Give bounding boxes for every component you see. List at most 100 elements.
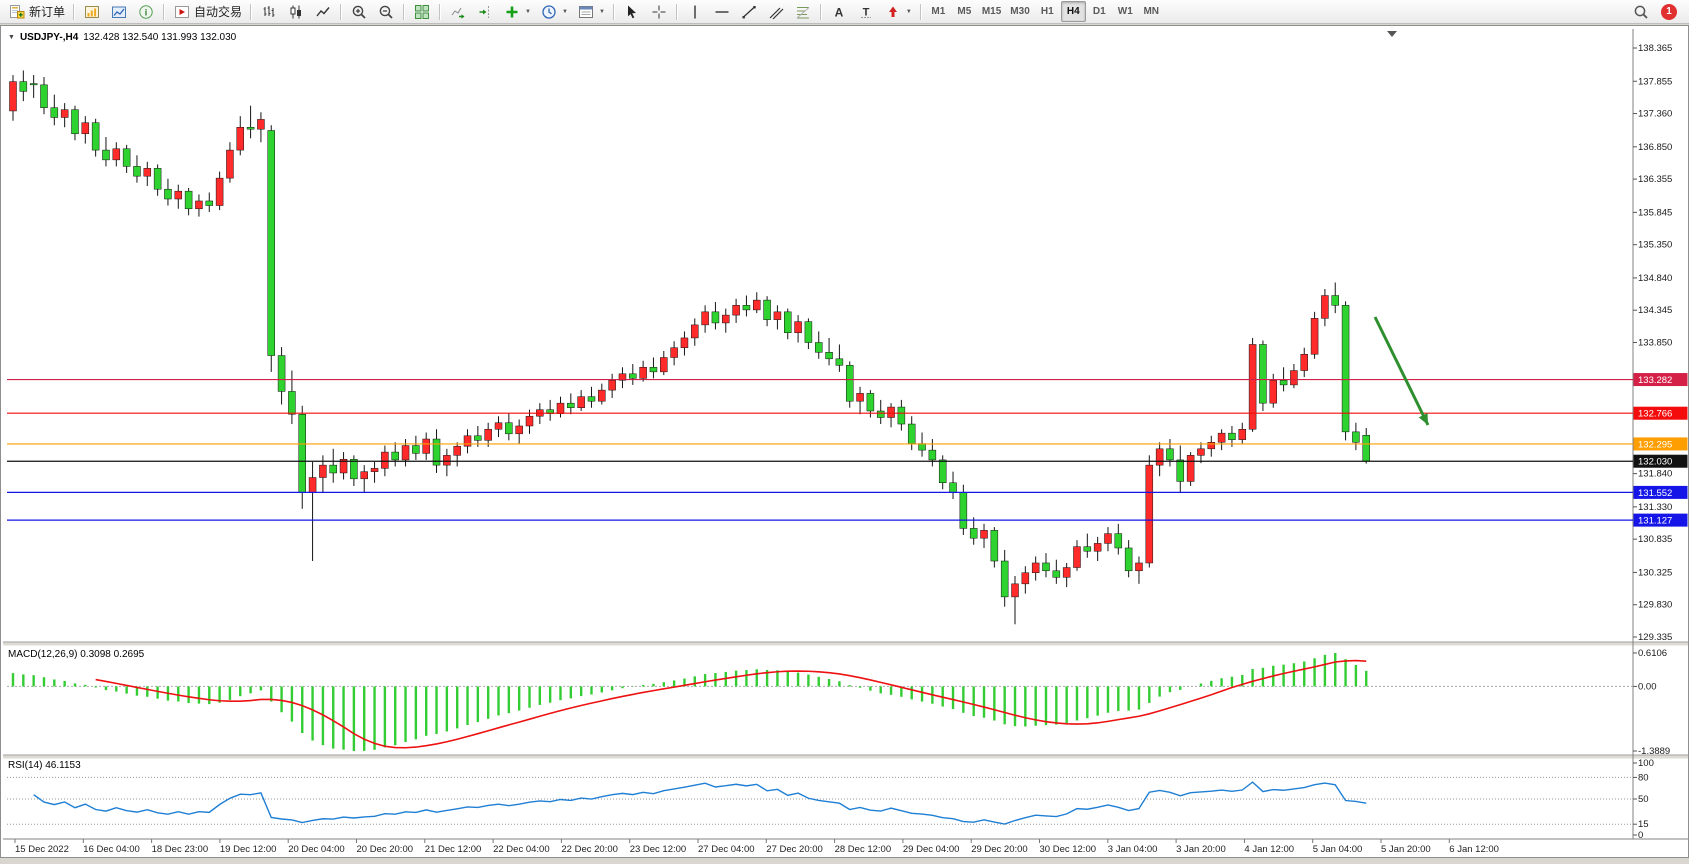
candle-bear [329,464,337,474]
candle-bear [474,435,482,441]
profiles-button[interactable] [106,1,132,22]
autotrading-button[interactable]: 自动交易 [169,1,246,22]
time-axis-label: 4 Jan 12:00 [1244,844,1294,855]
panel-separator[interactable] [3,755,1688,759]
timeframe-button-mn[interactable]: MN [1139,1,1164,22]
arrows-button[interactable]: ▼ [880,1,916,22]
candle-bear [649,367,658,373]
arrows-icon [884,3,902,20]
toolbar-separator [163,3,166,20]
candlestick-chart[interactable]: 138.365 137.855 137.360 136.850 136.355 135.8… [1,26,1689,859]
candle-bear [102,149,110,161]
candle-bull [794,321,802,333]
timeframe-button-h1[interactable]: H1 [1035,1,1060,22]
rsi-axis-label: 15 [1638,819,1649,830]
search-icon [1632,3,1650,20]
candle-bear [1052,570,1061,578]
new-order-button[interactable]: 新订单 [4,1,69,22]
candle-bear [949,482,957,493]
new-chart-button[interactable] [79,1,105,22]
candle-bull [660,357,668,373]
candle-bull [1155,448,1164,466]
candle-bull [639,367,647,379]
price-tag [1633,406,1688,420]
candle-bull [443,455,451,466]
candle-bull [1093,543,1102,552]
panel-separator[interactable] [3,642,1688,646]
candle-bull [1073,546,1081,568]
candle-bear [277,355,286,392]
zoom-in-icon [350,3,368,20]
periods-button[interactable]: ▼ [536,1,572,22]
time-axis-label: 27 Dec 04:00 [698,844,755,855]
new-chart-icon [83,3,101,20]
candle-bear [40,84,48,108]
timeframe-button-d1[interactable]: D1 [1087,1,1112,22]
data-window-icon: i [137,3,155,20]
templates-button[interactable]: ▼ [573,1,609,22]
channel-button[interactable] [763,1,789,22]
candle-bear [19,81,28,92]
rsi-axis-label: 50 [1638,794,1649,805]
trend-arrow[interactable] [1373,316,1430,426]
candle-bull [401,445,410,461]
candle-bear [122,148,131,167]
vertical-line-button[interactable] [682,1,708,22]
time-axis-label: 5 Jan 04:00 [1313,844,1363,855]
time-axis-label: 20 Dec 04:00 [288,844,345,855]
bar-chart-button[interactable] [256,1,282,22]
svg-text:A: A [835,5,844,19]
candle-bear [1042,562,1050,572]
one-click-trading-toggle-icon[interactable]: ▼ [8,34,15,41]
timeframe-button-m15[interactable]: M15 [978,1,1005,22]
crosshair-button[interactable] [646,1,672,22]
timeframe-button-m1[interactable]: M1 [926,1,951,22]
timeframe-button-h4[interactable]: H4 [1060,1,1086,22]
candle-bull [81,122,90,135]
fibonacci-button[interactable] [790,1,816,22]
price-tag-label: 132.295 [1638,439,1672,450]
macd-signal-line [95,659,1367,749]
price-axis-label: 135.845 [1638,207,1672,218]
time-axis-label: 18 Dec 23:00 [152,844,209,855]
candle-bull [1104,533,1112,544]
candle-bull [1217,432,1226,443]
search-button[interactable] [1628,1,1654,22]
candle-bear [246,127,255,130]
candle-bull [360,471,368,480]
dropdown-caret-icon: ▼ [525,8,531,15]
cursor-button[interactable] [619,1,645,22]
timeframe-button-m30[interactable]: M30 [1006,1,1033,22]
candle-bear [71,109,79,135]
zoom-out-button[interactable] [373,1,399,22]
chart-shift-marker-icon[interactable] [1387,31,1397,37]
candle-bull [9,81,17,112]
candle-bear [990,530,999,562]
text-label-button[interactable]: T [853,1,879,22]
data-window-button[interactable]: i [133,1,159,22]
candle-bull [339,459,348,474]
trendline-button[interactable] [736,1,762,22]
candlestick-chart-button[interactable] [283,1,309,22]
candle-bear [1228,432,1236,440]
candle-bear [391,451,399,461]
time-axis-label: 5 Jan 20:00 [1381,844,1431,855]
rsi-axis-label: 100 [1638,758,1654,769]
horizontal-line-button[interactable] [709,1,735,22]
candle-bull [1135,562,1143,572]
timeframe-button-w1[interactable]: W1 [1113,1,1138,22]
candle-bear [866,393,875,412]
line-chart-button[interactable] [310,1,336,22]
zoom-in-button[interactable] [346,1,372,22]
auto-scroll-button[interactable] [445,1,471,22]
chart-shift-button[interactable] [472,1,498,22]
candle-bear [133,166,141,177]
notification-badge[interactable]: 1 [1661,3,1677,20]
indicators-button[interactable]: ▼ [499,1,535,22]
rsi-axis-label: 80 [1638,772,1649,783]
candle-bear [1083,546,1092,552]
timeframe-button-m5[interactable]: M5 [952,1,977,22]
text-button[interactable]: A [826,1,852,22]
price-tag-label: 131.127 [1638,516,1672,527]
tile-windows-button[interactable] [409,1,435,22]
